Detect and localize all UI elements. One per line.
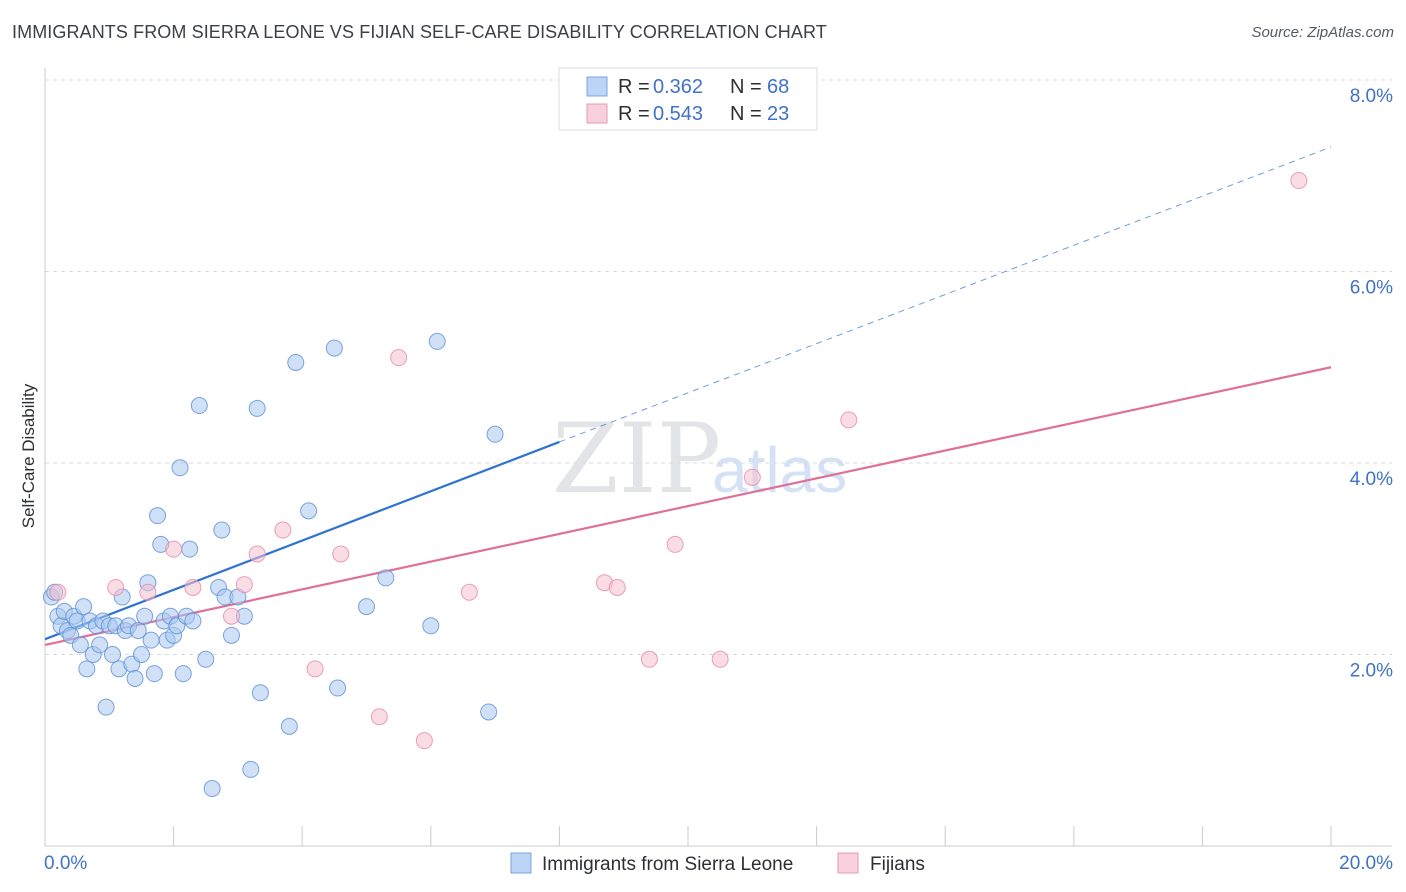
y-tick-label-2: 6.0% [1350,278,1393,299]
point-blue-56 [251,684,269,702]
point-pink-2 [139,583,157,601]
point-blue-15 [91,636,109,654]
series-legend-label-pink: Fijians [870,854,925,875]
point-pink-6 [235,576,253,594]
point-blue-58 [287,353,305,371]
point-blue-9 [71,636,89,654]
legend-n-value-pink: 23 [767,103,789,125]
y-tick-labels: 2.0% 4.0% 6.0% 8.0% [1350,86,1393,682]
point-blue-31 [142,631,160,649]
point-pink-10 [332,545,350,563]
stats-legend: R = 0.362 N = 68 R = 0.543 N = 23 [558,67,818,131]
y-axis-label: Self-Care Disability [19,383,38,528]
point-blue-10 [75,598,93,616]
point-pink-16 [608,578,626,596]
point-blue-61 [329,679,347,697]
data-points [42,172,1308,798]
trend-line-pink [44,366,1332,647]
x-tick-label-0: 0.0% [44,853,87,874]
point-pink-5 [222,607,240,625]
point-blue-67 [486,425,504,443]
point-blue-19 [104,646,122,663]
point-blue-17 [97,698,115,716]
y-tick-label-0: 2.0% [1350,661,1393,682]
point-blue-59 [300,502,318,520]
series-legend-swatch-pink [837,852,859,874]
point-pink-13 [415,732,433,750]
point-blue-49 [213,521,231,539]
legend-swatch-blue [586,76,608,97]
point-pink-3 [165,540,183,558]
legend-r-value-blue: 0.362 [653,76,703,98]
grid [45,79,1392,655]
point-pink-21 [840,411,858,429]
legend-n-label-blue: N = [730,76,762,98]
watermark-zip: ZIP [552,403,721,515]
point-blue-66 [480,703,498,721]
point-pink-18 [666,535,684,553]
point-blue-51 [222,626,240,644]
y-tick-label-3: 8.0% [1350,86,1393,107]
point-pink-9 [306,660,324,678]
point-blue-41 [174,665,192,683]
point-blue-64 [422,617,440,635]
legend-r-label-pink: R = [618,103,650,125]
legend-swatch-pink [586,103,608,124]
trend-lines [44,146,1332,647]
point-pink-22 [1290,172,1308,190]
point-blue-63 [377,569,395,587]
point-blue-54 [242,760,260,778]
point-blue-45 [190,397,208,415]
point-pink-4 [184,578,202,596]
legend-r-value-pink: 0.543 [653,103,703,125]
series-legend: Immigrants from Sierra Leone Fijians [510,852,925,875]
point-pink-1 [107,578,125,596]
point-blue-55 [248,399,266,417]
point-pink-12 [390,349,408,367]
series-legend-swatch-blue [510,852,532,874]
point-blue-33 [149,507,167,525]
point-blue-44 [184,612,202,630]
axes [44,68,1392,847]
point-pink-0 [49,583,67,601]
y-tick-label-1: 4.0% [1350,469,1393,490]
point-blue-11 [78,660,96,678]
point-blue-28 [132,646,150,663]
watermark: ZIP atlas [552,403,847,515]
point-pink-19 [711,650,729,668]
trend-line-blue [44,440,560,641]
point-blue-27 [129,622,147,640]
watermark-atlas: atlas [712,434,847,506]
point-blue-60 [325,339,343,357]
point-blue-26 [126,669,144,687]
point-blue-57 [280,717,298,735]
point-blue-65 [428,332,446,350]
trend-line-blue-extension [559,146,1332,443]
chart-title: IMMIGRANTS FROM SIERRA LEONE VS FIJIAN S… [12,22,827,42]
point-pink-17 [640,650,658,668]
point-blue-29 [136,607,154,625]
legend-n-value-blue: 68 [767,76,789,98]
x-tick-label-1: 20.0% [1339,853,1393,874]
x-tick-labels: 0.0% 20.0% [44,853,1393,874]
point-blue-43 [181,540,199,558]
source-label: Source: ZipAtlas.com [1251,24,1394,41]
point-pink-8 [274,521,292,539]
point-blue-32 [145,665,163,683]
point-pink-14 [460,583,478,601]
point-pink-11 [370,708,388,726]
point-blue-47 [203,780,221,798]
point-blue-62 [358,598,375,616]
point-pink-7 [248,545,266,563]
point-blue-46 [197,650,215,668]
legend-r-label-blue: R = [618,76,650,98]
series-legend-label-blue: Immigrants from Sierra Leone [542,854,793,875]
legend-n-label-pink: N = [730,103,762,125]
point-blue-40 [171,459,189,477]
point-pink-20 [743,468,761,486]
